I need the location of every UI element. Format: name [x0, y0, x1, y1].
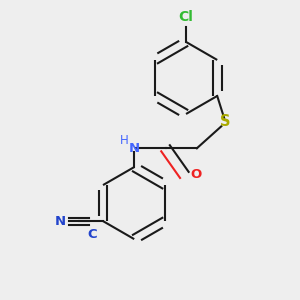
Text: H: H: [120, 134, 129, 147]
Text: N: N: [55, 214, 66, 228]
Text: N: N: [129, 142, 140, 155]
Text: S: S: [220, 114, 230, 129]
Text: O: O: [190, 168, 201, 181]
Text: C: C: [87, 228, 97, 241]
Text: Cl: Cl: [178, 10, 194, 24]
